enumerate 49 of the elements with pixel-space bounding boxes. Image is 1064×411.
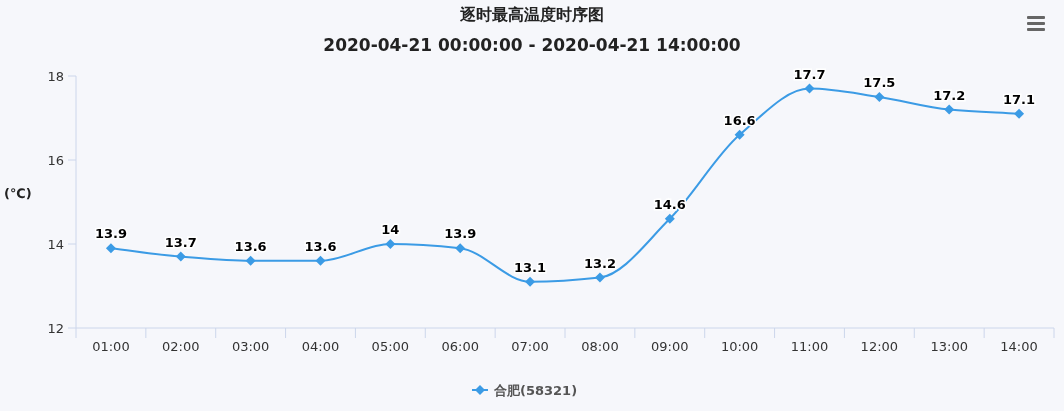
data-label: 16.6	[723, 112, 756, 128]
x-tick-label: 07:00	[511, 339, 549, 354]
point	[245, 255, 256, 266]
data-label: 14	[381, 222, 400, 237]
data-label: 13.6	[234, 238, 267, 254]
point	[944, 104, 955, 115]
data-label: 13.1	[514, 259, 547, 275]
point	[804, 83, 815, 94]
point	[594, 272, 605, 283]
x-tick-label: 13:00	[930, 339, 968, 354]
point	[1014, 108, 1025, 119]
point	[455, 243, 466, 254]
data-label: 17.7	[793, 66, 826, 82]
x-tick-label: 08:00	[581, 339, 619, 354]
x-tick-label: 09:00	[651, 339, 689, 354]
legend-label: 合肥(58321)	[493, 383, 578, 398]
x-tick-label: 10:00	[720, 339, 759, 354]
y-tick-label: 16	[47, 153, 64, 168]
x-tick-label: 14:00	[1000, 339, 1038, 354]
data-label: 13.2	[583, 255, 616, 271]
x-tick-label: 12:00	[860, 339, 899, 354]
chart-subtitle: 2020-04-21 00:00:00 - 2020-04-21 14:00:00	[323, 35, 741, 55]
x-tick-label: 01:00	[92, 339, 130, 354]
point	[385, 239, 396, 249]
point	[874, 92, 885, 102]
point	[664, 213, 675, 224]
data-label: 17.2	[933, 87, 966, 103]
data-label: 13.9	[94, 226, 127, 242]
x-tick-label: 04:00	[301, 339, 340, 354]
chart-title: 逐时最高温度时序图	[459, 5, 604, 24]
data-label: 17.5	[863, 75, 896, 90]
y-axis-title: (℃)	[4, 186, 32, 201]
data-label: 13.7	[164, 234, 197, 250]
point	[105, 243, 116, 254]
x-tick-label: 03:00	[231, 339, 270, 354]
y-tick-label: 12	[47, 321, 64, 336]
x-tick-label: 05:00	[371, 339, 410, 354]
point	[315, 255, 326, 266]
x-tick-label: 02:00	[162, 339, 200, 354]
point	[175, 251, 186, 262]
point	[525, 276, 536, 287]
data-label: 13.9	[444, 226, 477, 242]
y-tick-label: 14	[47, 237, 64, 252]
x-tick-label: 06:00	[441, 339, 479, 354]
point	[734, 129, 745, 140]
data-label: 13.6	[304, 238, 337, 254]
data-label: 17.1	[1003, 91, 1036, 107]
y-tick-label: 18	[47, 69, 64, 84]
x-tick-label: 11:00	[790, 339, 829, 354]
